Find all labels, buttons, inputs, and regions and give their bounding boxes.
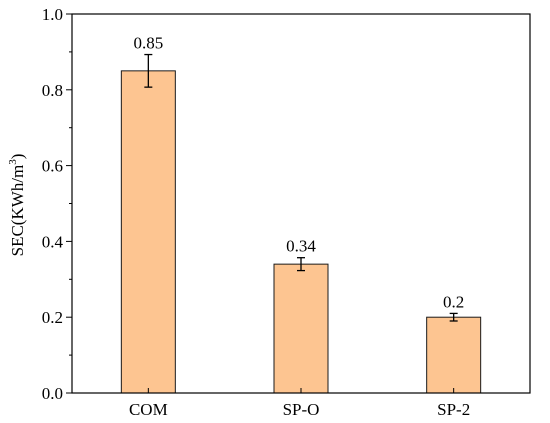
y-tick-label: 1.0 (42, 5, 63, 24)
x-tick-label-sp-2: SP-2 (437, 400, 470, 419)
y-axis-title: SEC(KWh/m3) (7, 154, 27, 257)
bar-sp-2 (426, 316, 482, 394)
y-tick-label: 0.0 (42, 384, 63, 403)
plot-frame (71, 13, 531, 394)
data-label-sp-2: 0.2 (443, 292, 464, 311)
data-label-sp-o: 0.34 (286, 237, 316, 256)
bar-sp-o (273, 263, 329, 394)
y-tick-label: 0.8 (42, 81, 63, 100)
x-tick-label-com: COM (129, 400, 168, 419)
y-tick-label: 0.4 (42, 232, 64, 251)
x-tick-label-sp-o: SP-O (283, 400, 320, 419)
plot-area: 0.85 COM 0.34 SP-O 0.2 SP-2 0.0 0.2 0.4 0.6 0.8 1.0 (42, 5, 531, 419)
data-label-com: 0.85 (133, 34, 163, 53)
y-tick-label: 0.6 (42, 157, 63, 176)
bar-com (120, 70, 176, 394)
y-tick-label: 0.2 (42, 308, 63, 327)
